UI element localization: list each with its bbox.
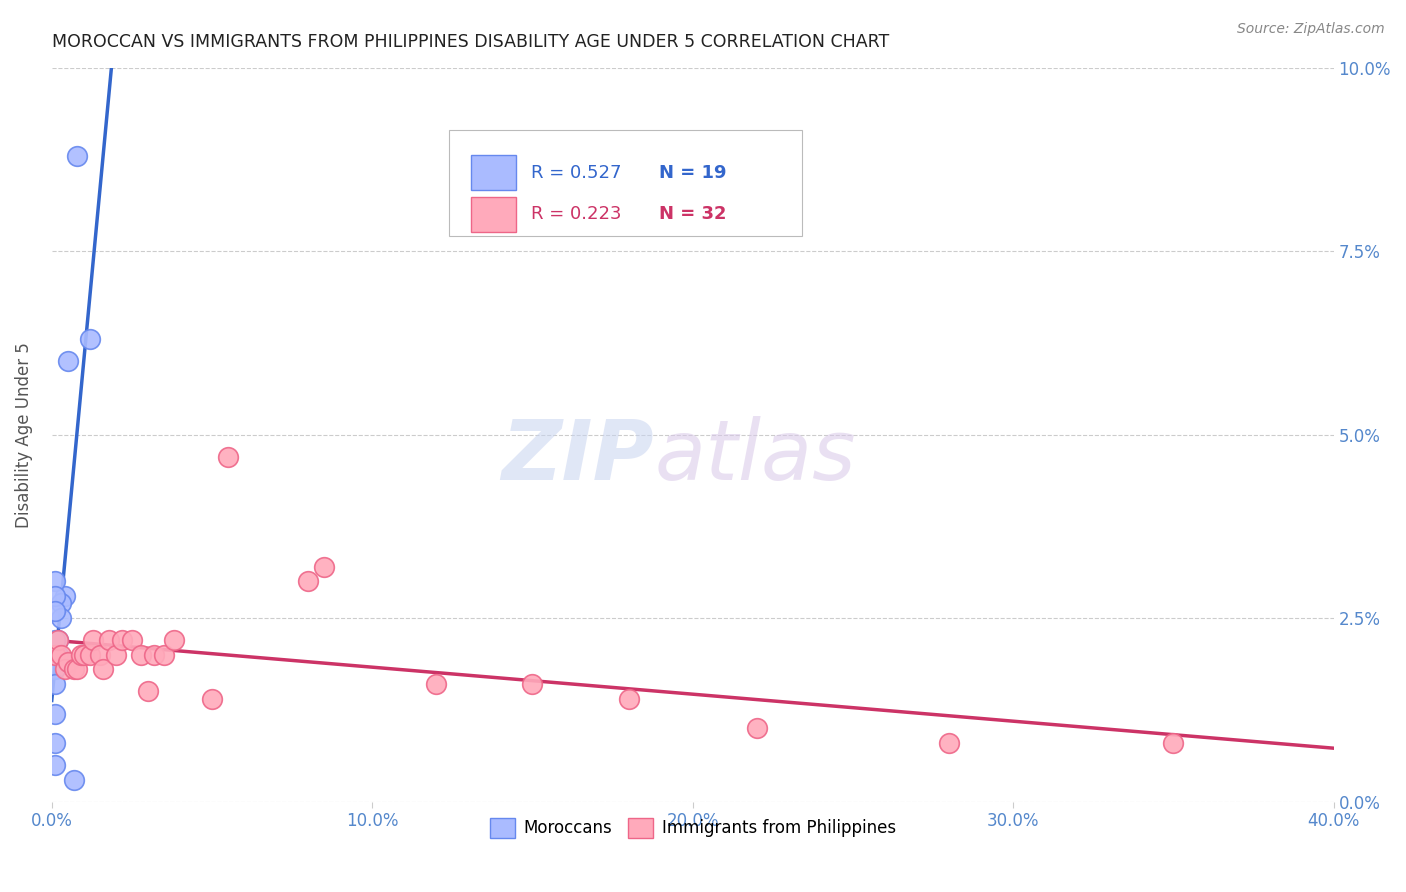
Point xyxy=(53,663,76,677)
Point xyxy=(44,633,66,648)
Bar xyxy=(471,197,516,232)
Point xyxy=(69,648,91,662)
Point xyxy=(44,648,66,662)
Point xyxy=(56,655,79,669)
Point xyxy=(522,677,544,691)
Point xyxy=(53,589,76,603)
Point xyxy=(44,677,66,691)
Point xyxy=(44,706,66,721)
Text: R = 0.223: R = 0.223 xyxy=(531,205,621,224)
Point xyxy=(44,663,66,677)
Point xyxy=(131,648,153,662)
Point xyxy=(297,574,319,589)
Point xyxy=(44,736,66,750)
Text: ZIP: ZIP xyxy=(502,417,654,497)
Point xyxy=(98,633,121,648)
Text: atlas: atlas xyxy=(654,417,856,497)
Point xyxy=(745,721,768,735)
Point xyxy=(938,736,960,750)
Legend: Moroccans, Immigrants from Philippines: Moroccans, Immigrants from Philippines xyxy=(482,811,903,845)
Point xyxy=(44,757,66,772)
FancyBboxPatch shape xyxy=(449,130,801,236)
Point xyxy=(46,648,69,662)
Text: R = 0.527: R = 0.527 xyxy=(531,163,621,182)
Point xyxy=(91,663,114,677)
Point xyxy=(217,450,239,464)
Point xyxy=(66,663,89,677)
Bar xyxy=(471,155,516,190)
Text: N = 19: N = 19 xyxy=(659,163,727,182)
Point xyxy=(82,633,104,648)
Point xyxy=(51,596,73,610)
Y-axis label: Disability Age Under 5: Disability Age Under 5 xyxy=(15,342,32,527)
Point xyxy=(51,611,73,625)
Point xyxy=(201,691,224,706)
Point xyxy=(46,633,69,648)
Point xyxy=(314,559,336,574)
Point xyxy=(44,574,66,589)
Point xyxy=(56,354,79,368)
Point xyxy=(89,648,111,662)
Point xyxy=(79,332,101,346)
Point xyxy=(44,648,66,662)
Point xyxy=(66,149,89,163)
Point xyxy=(162,633,184,648)
Text: N = 32: N = 32 xyxy=(659,205,727,224)
Point xyxy=(104,648,127,662)
Point xyxy=(63,772,86,787)
Point xyxy=(617,691,640,706)
Point xyxy=(79,648,101,662)
Point xyxy=(121,633,143,648)
Point xyxy=(73,648,96,662)
Point xyxy=(44,604,66,618)
Point xyxy=(143,648,166,662)
Point xyxy=(153,648,176,662)
Point xyxy=(46,633,69,648)
Point xyxy=(63,663,86,677)
Text: MOROCCAN VS IMMIGRANTS FROM PHILIPPINES DISABILITY AGE UNDER 5 CORRELATION CHART: MOROCCAN VS IMMIGRANTS FROM PHILIPPINES … xyxy=(52,33,889,51)
Point xyxy=(44,589,66,603)
Point xyxy=(425,677,447,691)
Text: Source: ZipAtlas.com: Source: ZipAtlas.com xyxy=(1237,22,1385,37)
Point xyxy=(136,684,159,698)
Point xyxy=(1163,736,1185,750)
Point xyxy=(51,648,73,662)
Point xyxy=(111,633,134,648)
